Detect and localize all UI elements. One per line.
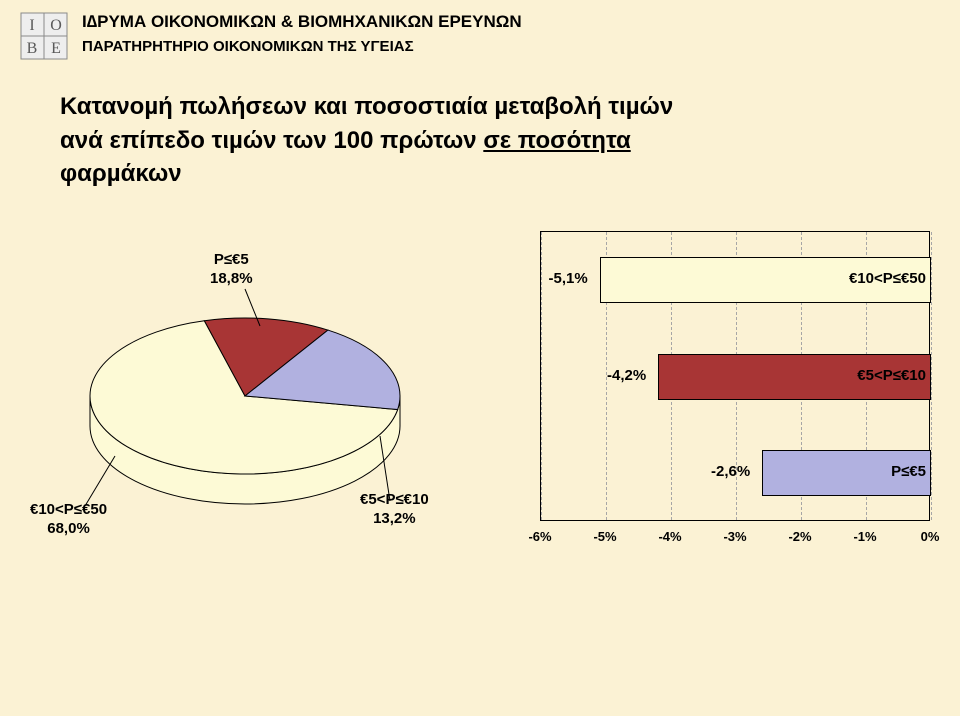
title-line1: Κατανοµή πωλήσεων και ποσοστιαία µεταβολ… [60,90,960,124]
gridline [931,232,932,520]
x-axis-ticks: -6%-5%-4%-3%-2%-1%0% [500,211,930,551]
header-text: Ι∆ΡΥΜΑ ΟΙΚΟΝΟΜΙΚΩΝ & ΒΙΟΜΗΧΑΝΙΚΩΝ ΕΡΕΥΝΩ… [82,12,522,55]
x-tick: 0% [912,529,948,544]
title-line2: ανά επίπεδο τιµών των 100 πρώτων σε ποσό… [60,124,960,158]
org-name: Ι∆ΡΥΜΑ ΟΙΚΟΝΟΜΙΚΩΝ & ΒΙΟΜΗΧΑΝΙΚΩΝ ΕΡΕΥΝΩ… [82,12,522,32]
title-line2-pre: ανά επίπεδο τιµών των 100 πρώτων [60,127,483,154]
bar-chart: -5,1%€10<P≤€50-4,2%€5<P≤€10-2,6%P≤€5 -6%… [500,211,930,551]
x-tick: -4% [652,529,688,544]
slide: { "page": { "background_color": "#fbf2d4… [0,0,960,716]
pie-label-10-50: €10<P≤€50 68,0% [30,501,107,539]
x-tick: -5% [587,529,623,544]
content: P≤€5 18,8% €5<P≤€10 13,2% €10<P≤€50 68,0… [0,211,960,551]
pie-label-p5: P≤€5 18,8% [210,251,253,289]
title-line3: φαρµάκων [60,157,960,191]
logo-svg: Ι Ο Β Ε [20,12,68,60]
slide-title: Κατανοµή πωλήσεων και ποσοστιαία µεταβολ… [0,60,960,211]
svg-text:Ο: Ο [50,17,62,34]
pie-label-5-10: €5<P≤€10 13,2% [360,491,429,529]
x-tick: -3% [717,529,753,544]
title-line2-underline: σε ποσότητα [483,127,630,154]
org-subtitle: ΠΑΡΑΤΗΡΗΤΗΡΙΟ ΟΙΚΟΝΟΜΙΚΩΝ ΤΗΣ ΥΓΕΙΑΣ [82,38,522,55]
svg-text:Β: Β [27,40,38,57]
x-tick: -6% [522,529,558,544]
svg-text:Ι: Ι [29,17,34,34]
x-tick: -2% [782,529,818,544]
header: Ι Ο Β Ε Ι∆ΡΥΜΑ ΟΙΚΟΝΟΜΙΚΩΝ & ΒΙΟΜΗΧΑΝΙΚΩ… [0,0,960,60]
iobe-logo: Ι Ο Β Ε [20,12,68,60]
x-tick: -1% [847,529,883,544]
pie-chart: P≤€5 18,8% €5<P≤€10 13,2% €10<P≤€50 68,0… [30,211,460,551]
svg-text:Ε: Ε [51,40,61,57]
